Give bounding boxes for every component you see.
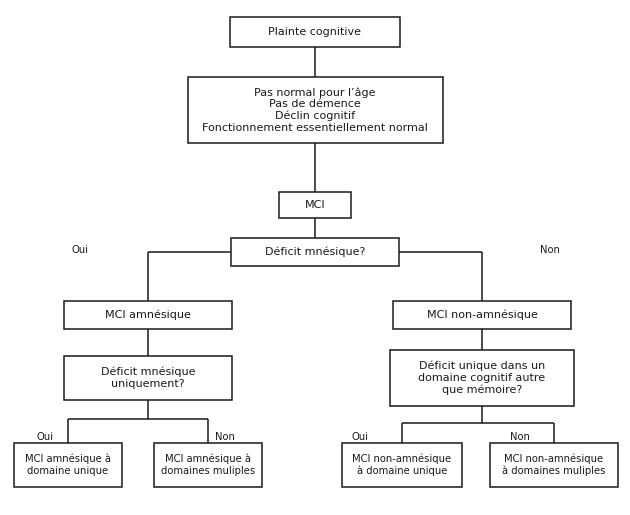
FancyBboxPatch shape <box>393 301 571 329</box>
Text: MCI non-amnésique
à domaines muliples: MCI non-amnésique à domaines muliples <box>502 454 605 476</box>
Text: MCI amnésique à
domaine unique: MCI amnésique à domaine unique <box>25 454 111 476</box>
Text: Non: Non <box>215 432 235 442</box>
Text: Oui: Oui <box>37 432 54 442</box>
Text: Pas normal pour l’âge
Pas de démence
Déclin cognitif
Fonctionnement essentiellem: Pas normal pour l’âge Pas de démence Déc… <box>202 87 428 133</box>
FancyBboxPatch shape <box>188 77 442 143</box>
FancyBboxPatch shape <box>64 356 232 400</box>
Text: Déficit mnésique
uniquement?: Déficit mnésique uniquement? <box>101 367 195 389</box>
FancyBboxPatch shape <box>231 238 399 266</box>
Text: MCI non-amnésique
à domaine unique: MCI non-amnésique à domaine unique <box>352 454 452 476</box>
Text: MCI amnésique: MCI amnésique <box>105 310 191 320</box>
FancyBboxPatch shape <box>279 192 351 218</box>
Text: Déficit unique dans un
domaine cognitif autre
que mémoire?: Déficit unique dans un domaine cognitif … <box>418 361 546 395</box>
Text: Non: Non <box>540 245 560 255</box>
Text: MCI non-amnésique: MCI non-amnésique <box>427 310 537 320</box>
FancyBboxPatch shape <box>64 301 232 329</box>
FancyBboxPatch shape <box>490 443 618 487</box>
Text: Non: Non <box>510 432 530 442</box>
Text: Déficit mnésique?: Déficit mnésique? <box>265 247 365 258</box>
FancyBboxPatch shape <box>14 443 122 487</box>
FancyBboxPatch shape <box>342 443 462 487</box>
Text: MCI amnésique à
domaines muliples: MCI amnésique à domaines muliples <box>161 454 255 476</box>
Text: MCI: MCI <box>305 200 325 210</box>
Text: Oui: Oui <box>71 245 88 255</box>
FancyBboxPatch shape <box>154 443 262 487</box>
Text: Plainte cognitive: Plainte cognitive <box>268 27 362 37</box>
Text: Oui: Oui <box>352 432 369 442</box>
FancyBboxPatch shape <box>390 350 574 406</box>
FancyBboxPatch shape <box>230 17 400 47</box>
